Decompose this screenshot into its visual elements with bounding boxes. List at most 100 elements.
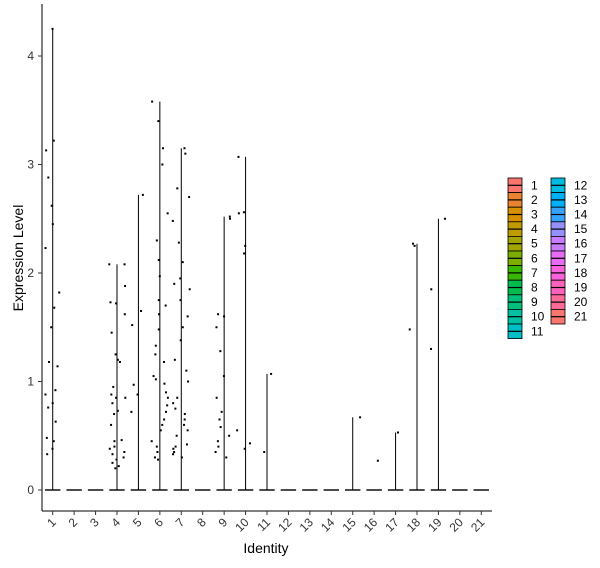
data-point (163, 360, 166, 363)
data-point (45, 149, 48, 152)
data-point (179, 277, 182, 280)
data-point (186, 429, 189, 432)
data-point (123, 263, 126, 266)
data-point (228, 434, 231, 437)
data-point (115, 458, 118, 461)
data-point (163, 418, 166, 421)
data-point (229, 217, 232, 220)
x-tick-label: 14 (318, 515, 338, 535)
legend-label-13: 13 (574, 193, 588, 207)
data-point (161, 163, 164, 166)
data-point (270, 372, 273, 375)
plot-area (44, 27, 489, 491)
data-point (51, 447, 54, 450)
data-point (187, 380, 190, 383)
data-point (165, 410, 168, 413)
y-tick-label: 0 (27, 483, 34, 497)
data-point (176, 187, 179, 190)
data-point (136, 393, 139, 396)
data-point (430, 347, 433, 350)
data-point (116, 409, 119, 412)
data-point (188, 196, 191, 199)
data-point (163, 382, 166, 385)
data-point (51, 402, 54, 405)
data-point (173, 282, 176, 285)
data-point (44, 393, 47, 396)
data-point (154, 353, 157, 356)
x-tick-label: 1 (44, 515, 59, 530)
data-point (223, 315, 226, 318)
legend-label-12: 12 (574, 178, 588, 192)
x-tick-label: 21 (468, 515, 488, 535)
data-point (158, 313, 161, 316)
data-point (220, 410, 223, 413)
x-tick-label: 13 (297, 515, 317, 535)
data-point (47, 406, 50, 409)
data-point (118, 360, 121, 363)
data-point (174, 445, 177, 448)
data-point (51, 223, 54, 226)
legend-label-11: 11 (531, 324, 544, 338)
data-point (179, 299, 182, 302)
data-point (173, 358, 176, 361)
data-point (52, 139, 55, 142)
data-point (188, 288, 191, 291)
x-tick-label: 8 (194, 515, 209, 530)
data-point (53, 306, 56, 309)
x-tick-label: 9 (216, 515, 231, 530)
x-tick-label: 2 (66, 515, 81, 530)
data-point (376, 459, 379, 462)
data-point (56, 365, 59, 368)
data-point (113, 445, 116, 448)
data-point (185, 369, 188, 372)
data-point (112, 385, 115, 388)
data-point (116, 358, 119, 361)
data-point (111, 461, 114, 464)
data-point (236, 429, 239, 432)
data-point (179, 339, 182, 342)
data-point (175, 434, 178, 437)
data-point (180, 456, 183, 459)
data-point (161, 423, 164, 426)
data-point (152, 375, 155, 378)
data-point (177, 241, 180, 244)
data-point (130, 410, 133, 413)
data-point (166, 404, 169, 407)
data-point (408, 328, 411, 331)
data-point (185, 443, 188, 446)
data-point (50, 204, 53, 207)
legend-label-5: 5 (531, 237, 538, 251)
y-tick-label: 3 (27, 158, 34, 172)
legend-label-19: 19 (574, 281, 588, 295)
data-point (214, 451, 217, 454)
data-point (412, 242, 415, 245)
data-point (153, 456, 156, 459)
data-point (46, 453, 49, 456)
data-point (113, 440, 116, 443)
data-point (157, 458, 160, 461)
data-point (113, 413, 116, 416)
data-point (154, 378, 157, 381)
data-point (131, 324, 134, 327)
data-point (164, 304, 167, 307)
legend-label-18: 18 (574, 266, 588, 280)
data-point (52, 440, 55, 443)
data-point (154, 344, 157, 347)
x-axis-ticks: 1 2 3 4 5 6 7 8 9 10 11 12 13 14 15 16 17 18 19 20 21 (44, 511, 488, 535)
data-point (184, 152, 187, 155)
data-point (430, 288, 433, 291)
data-point (114, 353, 117, 356)
x-tick-label: 4 (108, 515, 123, 530)
data-point (219, 350, 222, 353)
data-point (161, 147, 164, 150)
data-point (120, 439, 123, 442)
data-point (114, 467, 117, 470)
data-point (141, 193, 144, 196)
legend-label-10: 10 (531, 310, 545, 324)
x-tick-label: 3 (87, 515, 102, 530)
data-point (123, 313, 126, 316)
data-point (123, 451, 126, 454)
data-point (165, 391, 168, 394)
data-point (219, 426, 222, 429)
